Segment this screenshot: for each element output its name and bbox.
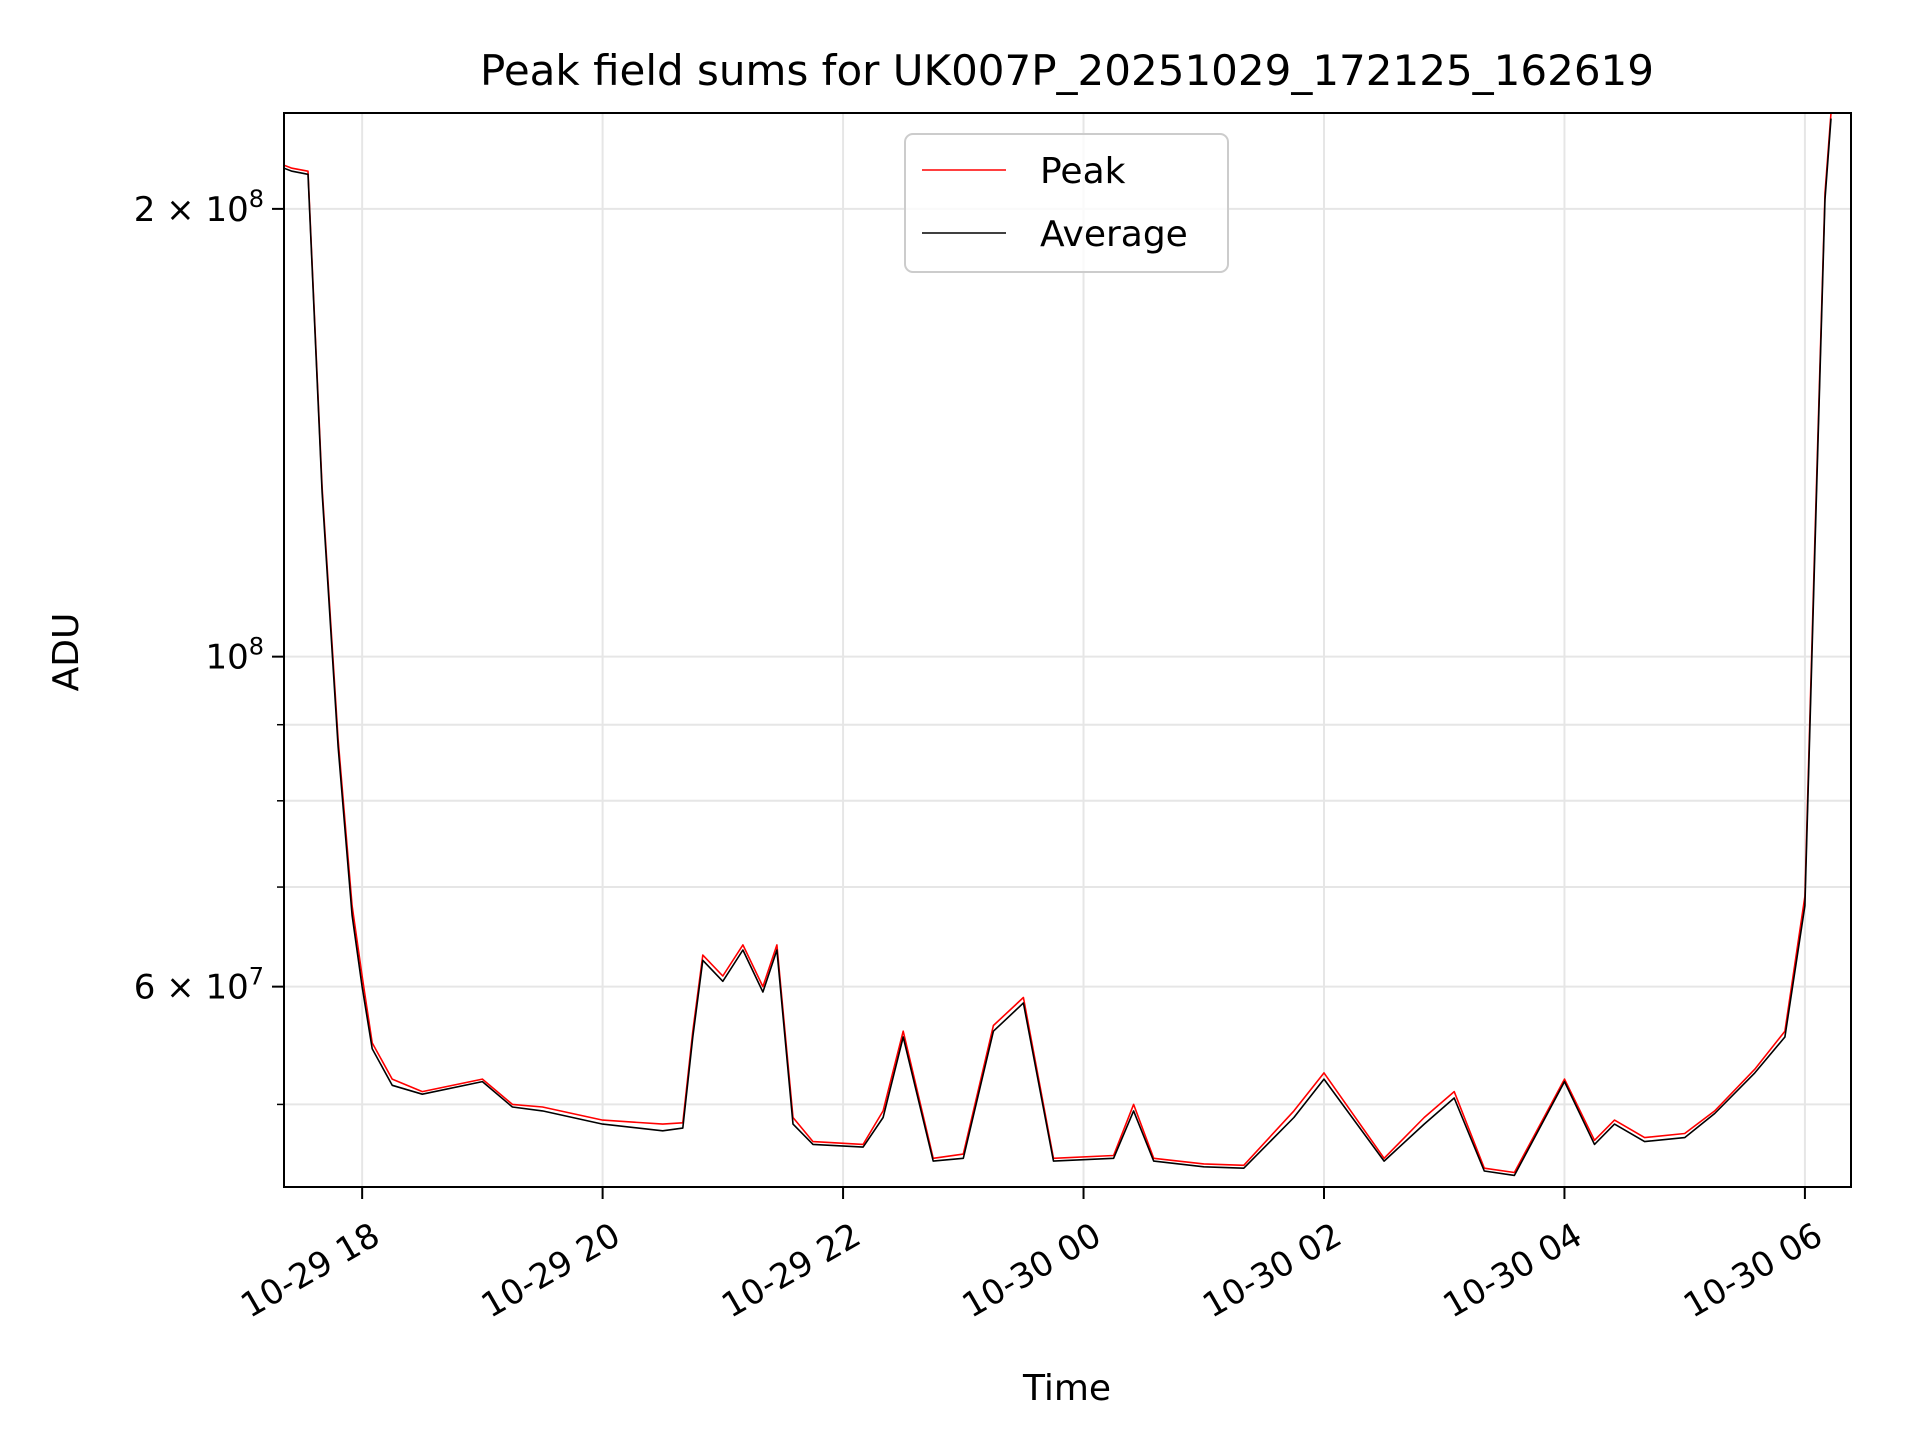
plot-frame [283,112,1852,1188]
plot-lines [284,113,1832,1177]
y-axis-label: ADU [46,613,87,692]
y-tick-label-base: 2 × 10 [134,190,249,230]
y-tick-label: 2 × 108 [134,185,264,230]
legend-peak-label: Peak [1040,151,1126,192]
series-line-peak [284,113,1832,1174]
legend-box [904,133,1229,273]
legend: Peak Average [904,133,1229,273]
y-tick-label-base: 10 [205,638,248,678]
series-group [284,113,1832,1177]
series-line-average [284,118,1832,1177]
y-tick-label-base: 6 × 10 [134,968,249,1008]
y-tick-label: 6 × 107 [134,963,264,1008]
legend-average-label: Average [1040,214,1188,255]
chart-title: Peak field sums for UK007P_20251029_1721… [480,46,1654,95]
x-axis-label: Time [1022,1368,1111,1409]
y-tick-label-exponent: 7 [249,963,264,991]
y-tick-label: 108 [205,633,264,678]
y-tick-label-exponent: 8 [249,185,264,213]
y-tick-label-exponent: 8 [249,633,264,661]
